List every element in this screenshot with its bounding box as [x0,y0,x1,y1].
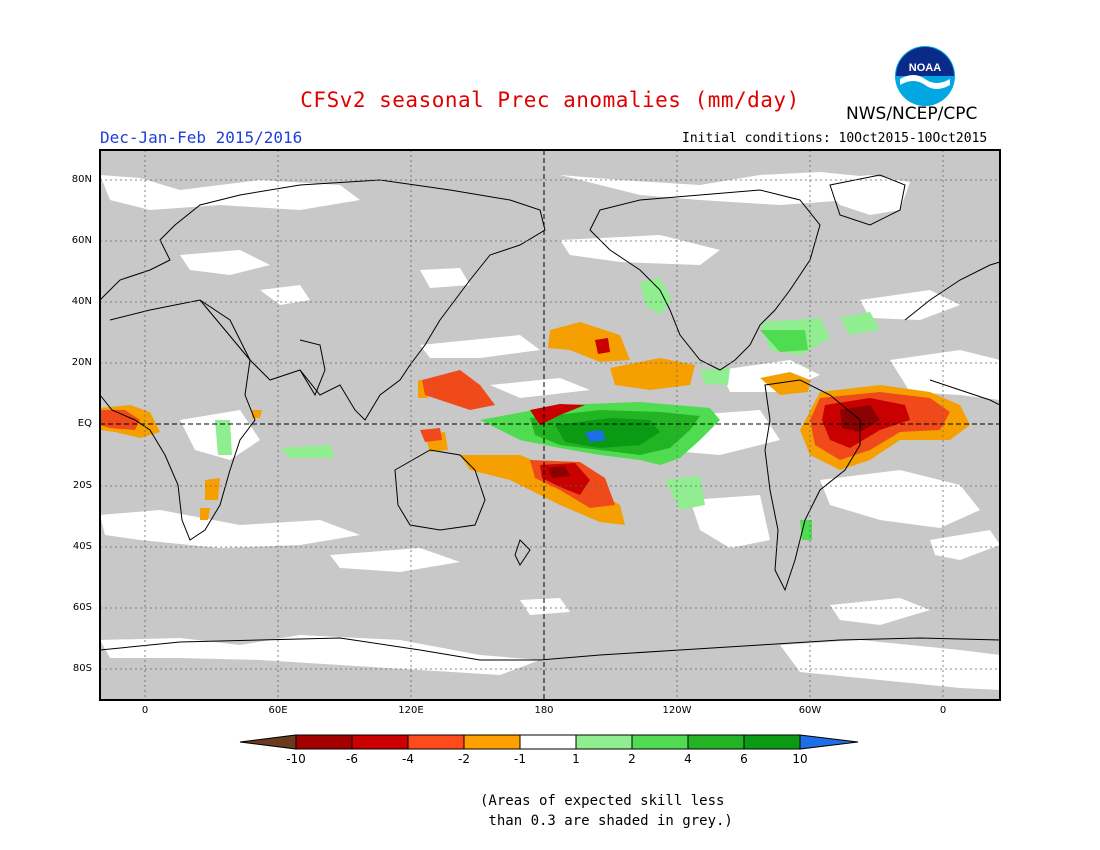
legend-label: -1 [514,752,526,766]
lon-label: 120E [398,705,424,716]
legend-label: 6 [740,752,748,766]
season-label: Dec-Jan-Feb 2015/2016 [100,128,303,147]
lat-label: 60N [71,235,92,246]
legend-box [295,734,353,750]
legend-box [351,734,409,750]
lon-label: 180 [534,705,554,716]
initial-conditions: Initial conditions: 10Oct2015-10Oct2015 [682,131,988,146]
legend-box [743,734,801,750]
lat-label: 40S [72,541,92,552]
anomaly-layer [100,150,1000,700]
legend-box [463,734,521,750]
lon-label: 60E [268,705,288,716]
chart-title: CFSv2 seasonal Prec anomalies (mm/day) [300,88,800,112]
legend-label: 2 [628,752,636,766]
noaa-logo-icon: NOAA [895,46,955,106]
lat-label: 80S [72,663,92,674]
legend-label: 1 [572,752,580,766]
legend-arrow-left [239,734,297,750]
lat-label: 80N [71,174,92,185]
legend-label: -6 [346,752,358,766]
lon-label: 120W [662,705,692,716]
legend-arrow-right [799,734,859,750]
lon-label: 0 [141,705,149,716]
legend-label: 10 [792,752,808,766]
lon-label: 60W [798,705,822,716]
lat-label: 60S [72,602,92,613]
lat-label: 20N [71,357,92,368]
legend-label: 4 [684,752,692,766]
skill-note-line1: (Areas of expected skill less [480,793,725,809]
wet-extreme-patches [555,418,660,448]
lat-label: 20S [72,480,92,491]
legend-box [519,734,577,750]
skill-note-line2: than 0.3 are shaded in grey.) [480,813,733,829]
lat-label: EQ [77,418,92,429]
skill-note: (Areas of expected skill less than 0.3 a… [480,791,733,831]
legend-box [575,734,633,750]
legend-label: -2 [458,752,470,766]
wet-max-patch [585,430,606,442]
lon-label: 0 [939,705,947,716]
logo-text: NOAA [909,62,941,74]
legend-label: -10 [286,752,306,766]
legend-label: -4 [402,752,414,766]
legend-colorbar [239,734,859,750]
legend-box [407,734,465,750]
lat-label: 40N [71,296,92,307]
gridlines [100,150,1000,700]
agency-label: NWS/NCEP/CPC [846,104,978,124]
coastlines [100,174,1000,661]
legend-box [631,734,689,750]
map-frame [99,149,1001,701]
legend-box [687,734,745,750]
equator-dateline [100,150,1000,700]
